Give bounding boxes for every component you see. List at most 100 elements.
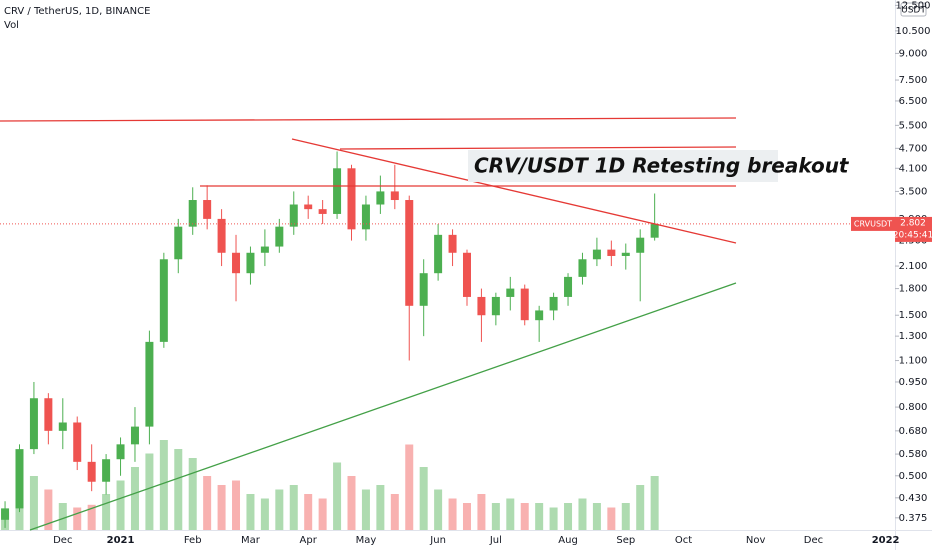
volume-bar — [592, 503, 601, 530]
y-tick-label: 3.500 — [899, 186, 928, 197]
volume-bar — [188, 458, 197, 530]
volume-bar — [87, 504, 96, 530]
y-tick-label: 0.375 — [899, 513, 928, 524]
candle-body — [621, 252, 630, 256]
volume-bar — [275, 489, 284, 530]
volume-bar — [217, 485, 226, 530]
volume-bar — [506, 498, 515, 530]
candle-body — [592, 249, 601, 260]
volume-bar — [621, 503, 630, 530]
y-tick-label: 1.800 — [899, 284, 928, 295]
x-tick-label: 2022 — [872, 535, 900, 546]
symbol-tag-box — [851, 216, 895, 231]
volume-bar — [434, 489, 443, 530]
unit-box[interactable] — [900, 2, 927, 17]
y-tick-label: 6.500 — [899, 96, 928, 107]
candle-body — [434, 234, 443, 274]
y-tick-label: 0.800 — [899, 402, 928, 413]
candle-body — [491, 296, 500, 316]
y-tick-label: 12.500 — [896, 0, 931, 11]
price-tag-box — [895, 216, 932, 242]
volume-bar — [520, 503, 529, 530]
volume-bar — [116, 480, 125, 530]
candle-body — [1, 508, 10, 520]
volume-bar — [361, 489, 370, 530]
volume-bar — [535, 503, 544, 530]
volume-bar — [549, 507, 558, 530]
candle-body — [246, 252, 255, 274]
candle-body — [73, 422, 82, 462]
candle-body — [102, 459, 111, 482]
x-tick-label: Feb — [184, 535, 202, 546]
candle-body — [448, 234, 457, 253]
candle-body — [260, 246, 269, 253]
candle-body — [347, 168, 356, 230]
y-tick-label: 1.300 — [899, 331, 928, 342]
volume-bar — [159, 440, 168, 530]
candle-body — [578, 259, 587, 277]
x-tick-label: Sep — [616, 535, 635, 546]
volume-bar — [333, 462, 342, 530]
candle-body — [15, 449, 24, 509]
volume-bar — [491, 503, 500, 530]
volume-label: Vol — [4, 20, 19, 31]
volume-bar — [347, 476, 356, 530]
candle-body — [376, 191, 385, 205]
volume-bar — [58, 503, 67, 530]
x-tick-label: May — [356, 535, 377, 546]
countdown: 20:45:41 — [893, 230, 932, 240]
candle-body — [650, 223, 659, 238]
candle-body — [390, 191, 399, 201]
volume-bar — [145, 453, 154, 530]
volume-bar — [44, 489, 53, 530]
plot — [0, 151, 895, 530]
volume-bar — [304, 494, 313, 530]
volume-bar — [636, 485, 645, 530]
y-tick-label: 10.500 — [896, 26, 931, 37]
candle-body — [217, 218, 226, 253]
candle-body — [130, 426, 139, 445]
volume-bar — [390, 494, 399, 530]
candle-body — [405, 200, 414, 306]
candle-body — [304, 204, 313, 210]
y-tick-label: 0.950 — [899, 377, 928, 388]
candle-body — [477, 296, 486, 316]
volume-bar — [289, 485, 298, 530]
y-tick-label: 0.680 — [899, 426, 928, 437]
volume-bar — [318, 498, 327, 530]
candle-body — [520, 288, 529, 321]
candle-body — [58, 422, 67, 431]
volume-bar — [15, 498, 24, 530]
candle-body — [289, 204, 298, 227]
volume-bar — [203, 476, 212, 530]
price-tag: 2.802 — [900, 218, 926, 228]
y-tick-label: 0.580 — [899, 449, 928, 460]
descending-trend-line — [291, 138, 737, 244]
axis-unit[interactable]: USDT — [901, 6, 926, 16]
y-tick-label: 4.700 — [899, 143, 928, 154]
candle-body — [549, 296, 558, 311]
volume-bar — [246, 494, 255, 530]
candle-body — [419, 273, 428, 306]
candle-body — [275, 226, 284, 247]
y-tick-label: 5.500 — [899, 120, 928, 131]
volume-bar — [260, 498, 269, 530]
x-tick-label: 2021 — [107, 535, 135, 546]
volume-bar — [564, 503, 573, 530]
x-tick-label: Jul — [489, 535, 502, 546]
candle-body — [232, 252, 241, 274]
symbol-title: CRV / TetherUS, 1D, BINANCE — [4, 6, 150, 17]
x-tick-label: Dec — [53, 535, 72, 546]
volume-bar — [73, 507, 82, 530]
candle-body — [159, 259, 168, 342]
volume-bar — [130, 467, 139, 530]
y-tick-label: 7.500 — [899, 75, 928, 86]
x-tick-label: Jun — [429, 535, 446, 546]
resistance-line — [339, 146, 737, 150]
x-tick-label: Nov — [746, 535, 766, 546]
y-tick-label: 4.100 — [899, 163, 928, 174]
y-tick-label: 2.100 — [899, 261, 928, 272]
candle-body — [506, 288, 515, 297]
candle-body — [87, 461, 96, 482]
